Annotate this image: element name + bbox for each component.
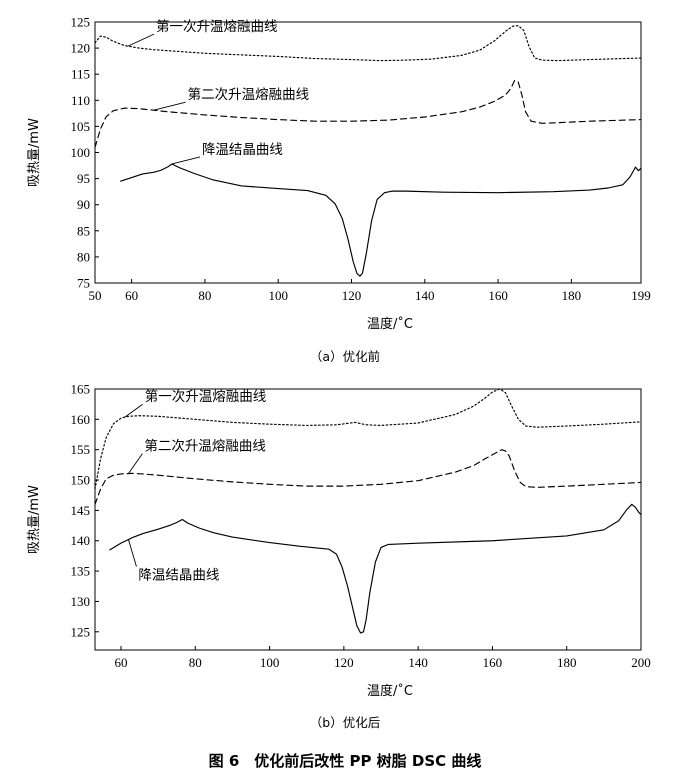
series-line-dotted <box>94 388 642 490</box>
y-tick-label: 115 <box>71 67 90 82</box>
annotation-leader <box>124 403 143 418</box>
series-line-solid <box>109 503 642 634</box>
series-line-dashed <box>94 79 642 148</box>
subfigure-caption: （a）优化前 <box>310 349 380 364</box>
annotation-label: 第二次升温熔融曲线 <box>144 438 266 455</box>
y-tick-label: 160 <box>71 412 91 427</box>
x-tick-label: 60 <box>125 288 138 303</box>
y-tick-label: 155 <box>71 442 91 457</box>
y-tick-label: 80 <box>77 249 90 264</box>
series-line-dotted <box>94 25 642 62</box>
x-tick-label: 200 <box>631 655 651 670</box>
annotation-leader <box>171 156 201 165</box>
series-line-dashed <box>94 449 642 505</box>
x-tick-label: 120 <box>342 288 362 303</box>
x-tick-label: 160 <box>483 655 503 670</box>
x-tick-label: 160 <box>488 288 508 303</box>
annotation-leader <box>153 101 186 111</box>
y-tick-label: 165 <box>71 382 91 397</box>
y-tick-label: 110 <box>71 93 90 108</box>
y-tick-label: 140 <box>71 533 91 548</box>
x-tick-label: 80 <box>198 288 211 303</box>
annotation-leader <box>127 33 155 47</box>
y-tick-label: 75 <box>77 276 90 291</box>
y-tick-label: 95 <box>77 171 90 186</box>
y-tick-label: 125 <box>71 15 91 30</box>
annotation-label: 第二次升温熔融曲线 <box>188 86 309 103</box>
x-tick-label: 100 <box>260 655 280 670</box>
x-tick-label: 50 <box>89 288 102 303</box>
annotation-label: 第一次升温熔融曲线 <box>145 388 267 405</box>
chart-panel-a: 50 60 80 100 120 140 160 180 199 75 80 85 90 95 100 105… <box>27 15 651 365</box>
series-line-solid <box>120 163 642 277</box>
y-axis-label: 吸热量/mW <box>27 485 42 554</box>
y-tick-label: 125 <box>71 624 91 639</box>
y-tick-label: 90 <box>77 197 90 212</box>
x-tick-label: 100 <box>268 288 288 303</box>
x-tick-label: 120 <box>334 655 354 670</box>
y-tick-label: 105 <box>71 119 91 134</box>
x-tick-label: 60 <box>115 655 128 670</box>
x-axis-label: 温度/˚C <box>367 316 413 332</box>
y-tick-label: 150 <box>71 473 91 488</box>
y-tick-label: 145 <box>71 503 91 518</box>
annotation-label: 第一次升温熔融曲线 <box>156 18 278 35</box>
x-axis-label: 温度/˚C <box>367 683 413 699</box>
chart-panel-b: 60 80 100 120 140 160 180 200 125 130 135 140 145 150… <box>27 382 651 731</box>
annotation-label: 降温结晶曲线 <box>202 142 283 158</box>
x-tick-label: 180 <box>562 288 582 303</box>
y-tick-label: 120 <box>71 41 91 56</box>
x-tick-label: 140 <box>408 655 428 670</box>
annotation-leader <box>128 453 143 474</box>
y-axis-label: 吸热量/mW <box>27 118 42 187</box>
annotation-label: 降温结晶曲线 <box>138 568 219 584</box>
plot-frame <box>94 388 642 651</box>
y-tick-label: 85 <box>77 223 90 238</box>
y-tick-label: 130 <box>71 594 91 609</box>
subfigure-caption: （b）优化后 <box>310 715 380 730</box>
x-tick-label: 140 <box>415 288 435 303</box>
figure-caption: 图 6 优化前后改性 PP 树脂 DSC 曲线 <box>209 752 482 770</box>
x-tick-label: 180 <box>557 655 577 670</box>
x-tick-label: 80 <box>189 655 202 670</box>
y-tick-label: 135 <box>71 564 91 579</box>
annotation-leader <box>127 539 137 567</box>
x-tick-label: 199 <box>631 288 651 303</box>
y-tick-label: 100 <box>71 145 91 160</box>
